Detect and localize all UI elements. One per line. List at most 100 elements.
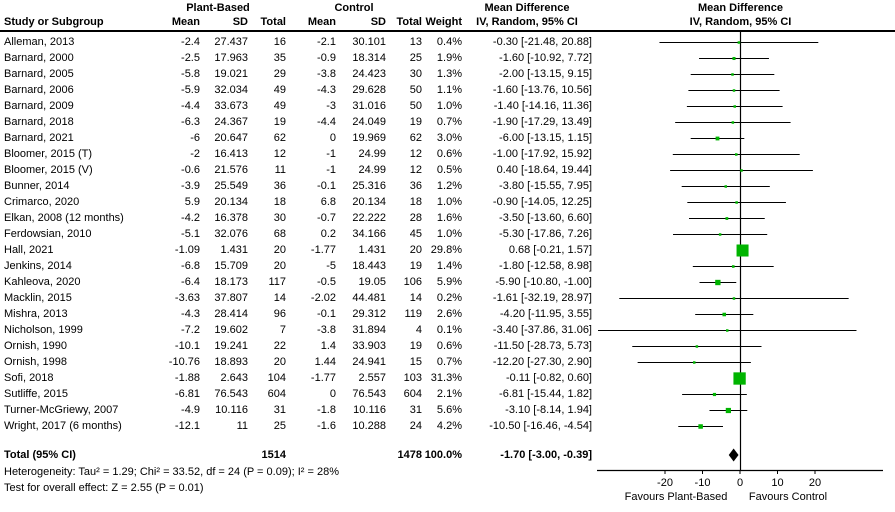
ci-text: -2.00 [-13.15, 9.15] (499, 68, 592, 80)
control-mean: -3.8 (317, 324, 336, 336)
plant-total: 29 (273, 68, 286, 80)
control-sd: 10.116 (353, 404, 386, 416)
plant-sd: 37.807 (214, 292, 248, 304)
plant-total: 68 (273, 228, 286, 240)
plant-total: 18 (273, 196, 286, 208)
weight: 0.6% (436, 340, 462, 352)
plant-sd: 16.413 (214, 148, 248, 160)
control-sd: 24.423 (352, 68, 386, 80)
study-row: Nicholson, 1999 -7.2 19.602 7 -3.8 31.894 4 0.1… (0, 322, 597, 338)
control-total: 62 (409, 132, 422, 144)
ci-text: -0.90 [-14.05, 12.25] (492, 196, 592, 208)
forest-plot-svg: -20 -10 0 10 20 Favours Plant-Based Favours Co… (597, 31, 883, 503)
control-mean-column-header: Mean (307, 16, 336, 28)
effect-marker (725, 217, 729, 220)
study-label: Barnard, 2018 (4, 116, 74, 128)
axis-tick-label: 0 (737, 477, 743, 489)
plant-mean: -2.5 (181, 52, 200, 64)
plant-total: 7 (279, 324, 286, 336)
weight: 29.8% (430, 244, 462, 256)
plant-sd: 32.034 (214, 84, 248, 96)
control-total: 19 (409, 116, 422, 128)
study-row: Jenkins, 2014 -6.8 15.709 20 -5 18.443 19 1.4% -… (0, 258, 597, 274)
control-mean: 0.2 (320, 228, 336, 240)
control-mean: -0.1 (317, 308, 336, 320)
control-sd: 24.049 (352, 116, 386, 128)
control-mean: -3.8 (317, 68, 336, 80)
weight: 5.9% (436, 276, 462, 288)
study-label: Mishra, 2013 (4, 308, 68, 320)
study-row: Barnard, 2000 -2.5 17.963 35 -0.9 18.314 25 1.9… (0, 50, 597, 66)
effect-marker (725, 407, 731, 414)
md-plot-column-subtitle: IV, Random, 95% CI (689, 16, 792, 28)
weight: 1.3% (436, 68, 462, 80)
control-total: 36 (409, 180, 422, 192)
plant-sd: 20.647 (214, 132, 248, 144)
effect-marker (715, 136, 720, 141)
control-sd: 76.543 (352, 388, 386, 400)
plant-total: 25 (273, 420, 286, 432)
control-total: 19 (409, 260, 422, 272)
control-sd: 31.016 (352, 100, 386, 112)
control-mean: -0.5 (317, 276, 336, 288)
effect-marker (731, 121, 735, 124)
control-sd: 1.431 (358, 244, 386, 256)
weight: 1.9% (436, 52, 462, 64)
plant-mean: -2 (190, 148, 200, 160)
plant-total: 604 (267, 388, 286, 400)
plant-sd: 19.602 (214, 324, 248, 336)
control-mean: -1.77 (310, 244, 336, 256)
control-sd: 25.316 (352, 180, 386, 192)
axis-tick-label: 10 (771, 477, 783, 489)
study-row: Barnard, 2006 -5.9 32.034 49 -4.3 29.628 50 1.1… (0, 82, 597, 98)
ci-text: -3.50 [-13.60, 6.60] (499, 212, 592, 224)
effect-marker (733, 105, 736, 108)
plant-total: 11 (274, 164, 286, 176)
total-weight: 100.0% (424, 449, 462, 461)
ci-text: -0.30 [-21.48, 20.88] (492, 36, 592, 48)
effect-marker (740, 169, 743, 172)
axis-tick-label: -20 (657, 477, 673, 489)
plant-sd: 25.549 (214, 180, 248, 192)
control-total: 15 (409, 356, 422, 368)
study-label: Barnard, 2021 (4, 132, 74, 144)
plant-sd: 11 (236, 420, 248, 432)
total-label: Total (95% CI) (4, 449, 76, 461)
effect-marker (726, 329, 729, 332)
plant-total: 20 (273, 356, 286, 368)
ci-text: -4.20 [-11.95, 3.55] (499, 308, 592, 320)
weight: 2.6% (436, 308, 462, 320)
control-mean: -1 (326, 148, 336, 160)
weight: 31.3% (430, 372, 462, 384)
study-row: Bloomer, 2015 (T) -2 16.413 12 -1 24.99 12 0.6%… (0, 146, 597, 162)
ci-text: -3.80 [-15.55, 7.95] (499, 180, 592, 192)
control-sd: 20.134 (352, 196, 386, 208)
study-label: Bloomer, 2015 (V) (4, 164, 93, 176)
header-divider (0, 30, 895, 32)
favours-right-label: Favours Control (749, 491, 827, 503)
plant-mean: -4.2 (181, 212, 200, 224)
weight-column-header: Weight (425, 16, 462, 28)
ci-text: -3.40 [-37.86, 31.06] (492, 324, 592, 336)
weight: 1.0% (436, 196, 462, 208)
control-mean: 0 (329, 132, 336, 144)
plant-sd: 24.367 (214, 116, 248, 128)
weight: 1.2% (436, 180, 462, 192)
ci-text: -0.11 [-0.82, 0.60] (505, 372, 592, 384)
control-mean: -0.7 (317, 212, 336, 224)
control-total: 45 (409, 228, 422, 240)
plant-sd: 16.378 (214, 212, 248, 224)
axis-tick-label: -10 (695, 477, 711, 489)
study-label: Kahleova, 2020 (4, 276, 81, 288)
ci-text: -6.81 [-15.44, 1.82] (499, 388, 592, 400)
study-label: Barnard, 2006 (4, 84, 74, 96)
effect-marker (731, 265, 735, 268)
plant-mean: -6.81 (174, 388, 200, 400)
weight: 5.6% (436, 404, 462, 416)
plant-sd: 27.437 (214, 36, 248, 48)
study-row: Ferdowsian, 2010 -5.1 32.076 68 0.2 34.166 45 1… (0, 226, 597, 242)
study-row: Ornish, 1990 -10.1 19.241 22 1.4 33.903 19 0.6%… (0, 338, 597, 354)
control-mean: 6.8 (320, 196, 336, 208)
study-label: Macklin, 2015 (4, 292, 72, 304)
control-sd: 34.166 (352, 228, 386, 240)
